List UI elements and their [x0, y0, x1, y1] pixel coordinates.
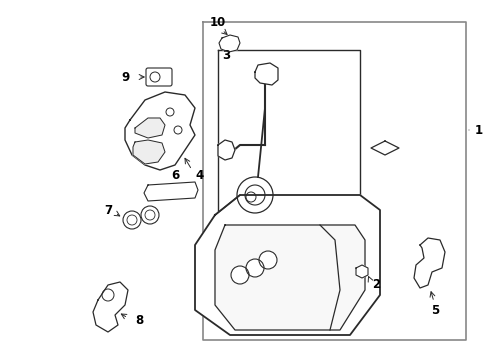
Text: 7: 7 [103, 203, 112, 216]
Polygon shape [135, 118, 164, 138]
Text: 1: 1 [474, 123, 482, 136]
Text: 5: 5 [430, 303, 438, 316]
Polygon shape [218, 140, 235, 160]
Polygon shape [219, 35, 240, 52]
Circle shape [259, 251, 276, 269]
Polygon shape [195, 195, 379, 335]
Text: 3: 3 [222, 49, 230, 62]
FancyBboxPatch shape [146, 68, 172, 86]
Polygon shape [413, 238, 444, 288]
Circle shape [174, 126, 182, 134]
Circle shape [237, 177, 272, 213]
Text: 4: 4 [195, 168, 203, 181]
Polygon shape [370, 141, 398, 155]
Text: 10: 10 [209, 15, 225, 28]
Polygon shape [143, 182, 198, 201]
Circle shape [123, 211, 141, 229]
Text: 9: 9 [122, 71, 130, 84]
Text: 6: 6 [170, 168, 179, 181]
Circle shape [165, 108, 174, 116]
Circle shape [245, 259, 264, 277]
Text: 8: 8 [135, 314, 143, 327]
Text: 2: 2 [371, 279, 379, 292]
Circle shape [230, 266, 248, 284]
Polygon shape [133, 140, 164, 164]
Circle shape [141, 206, 159, 224]
Polygon shape [125, 92, 195, 170]
Polygon shape [215, 225, 364, 330]
Polygon shape [93, 282, 128, 332]
Polygon shape [254, 63, 278, 85]
Polygon shape [355, 265, 367, 278]
